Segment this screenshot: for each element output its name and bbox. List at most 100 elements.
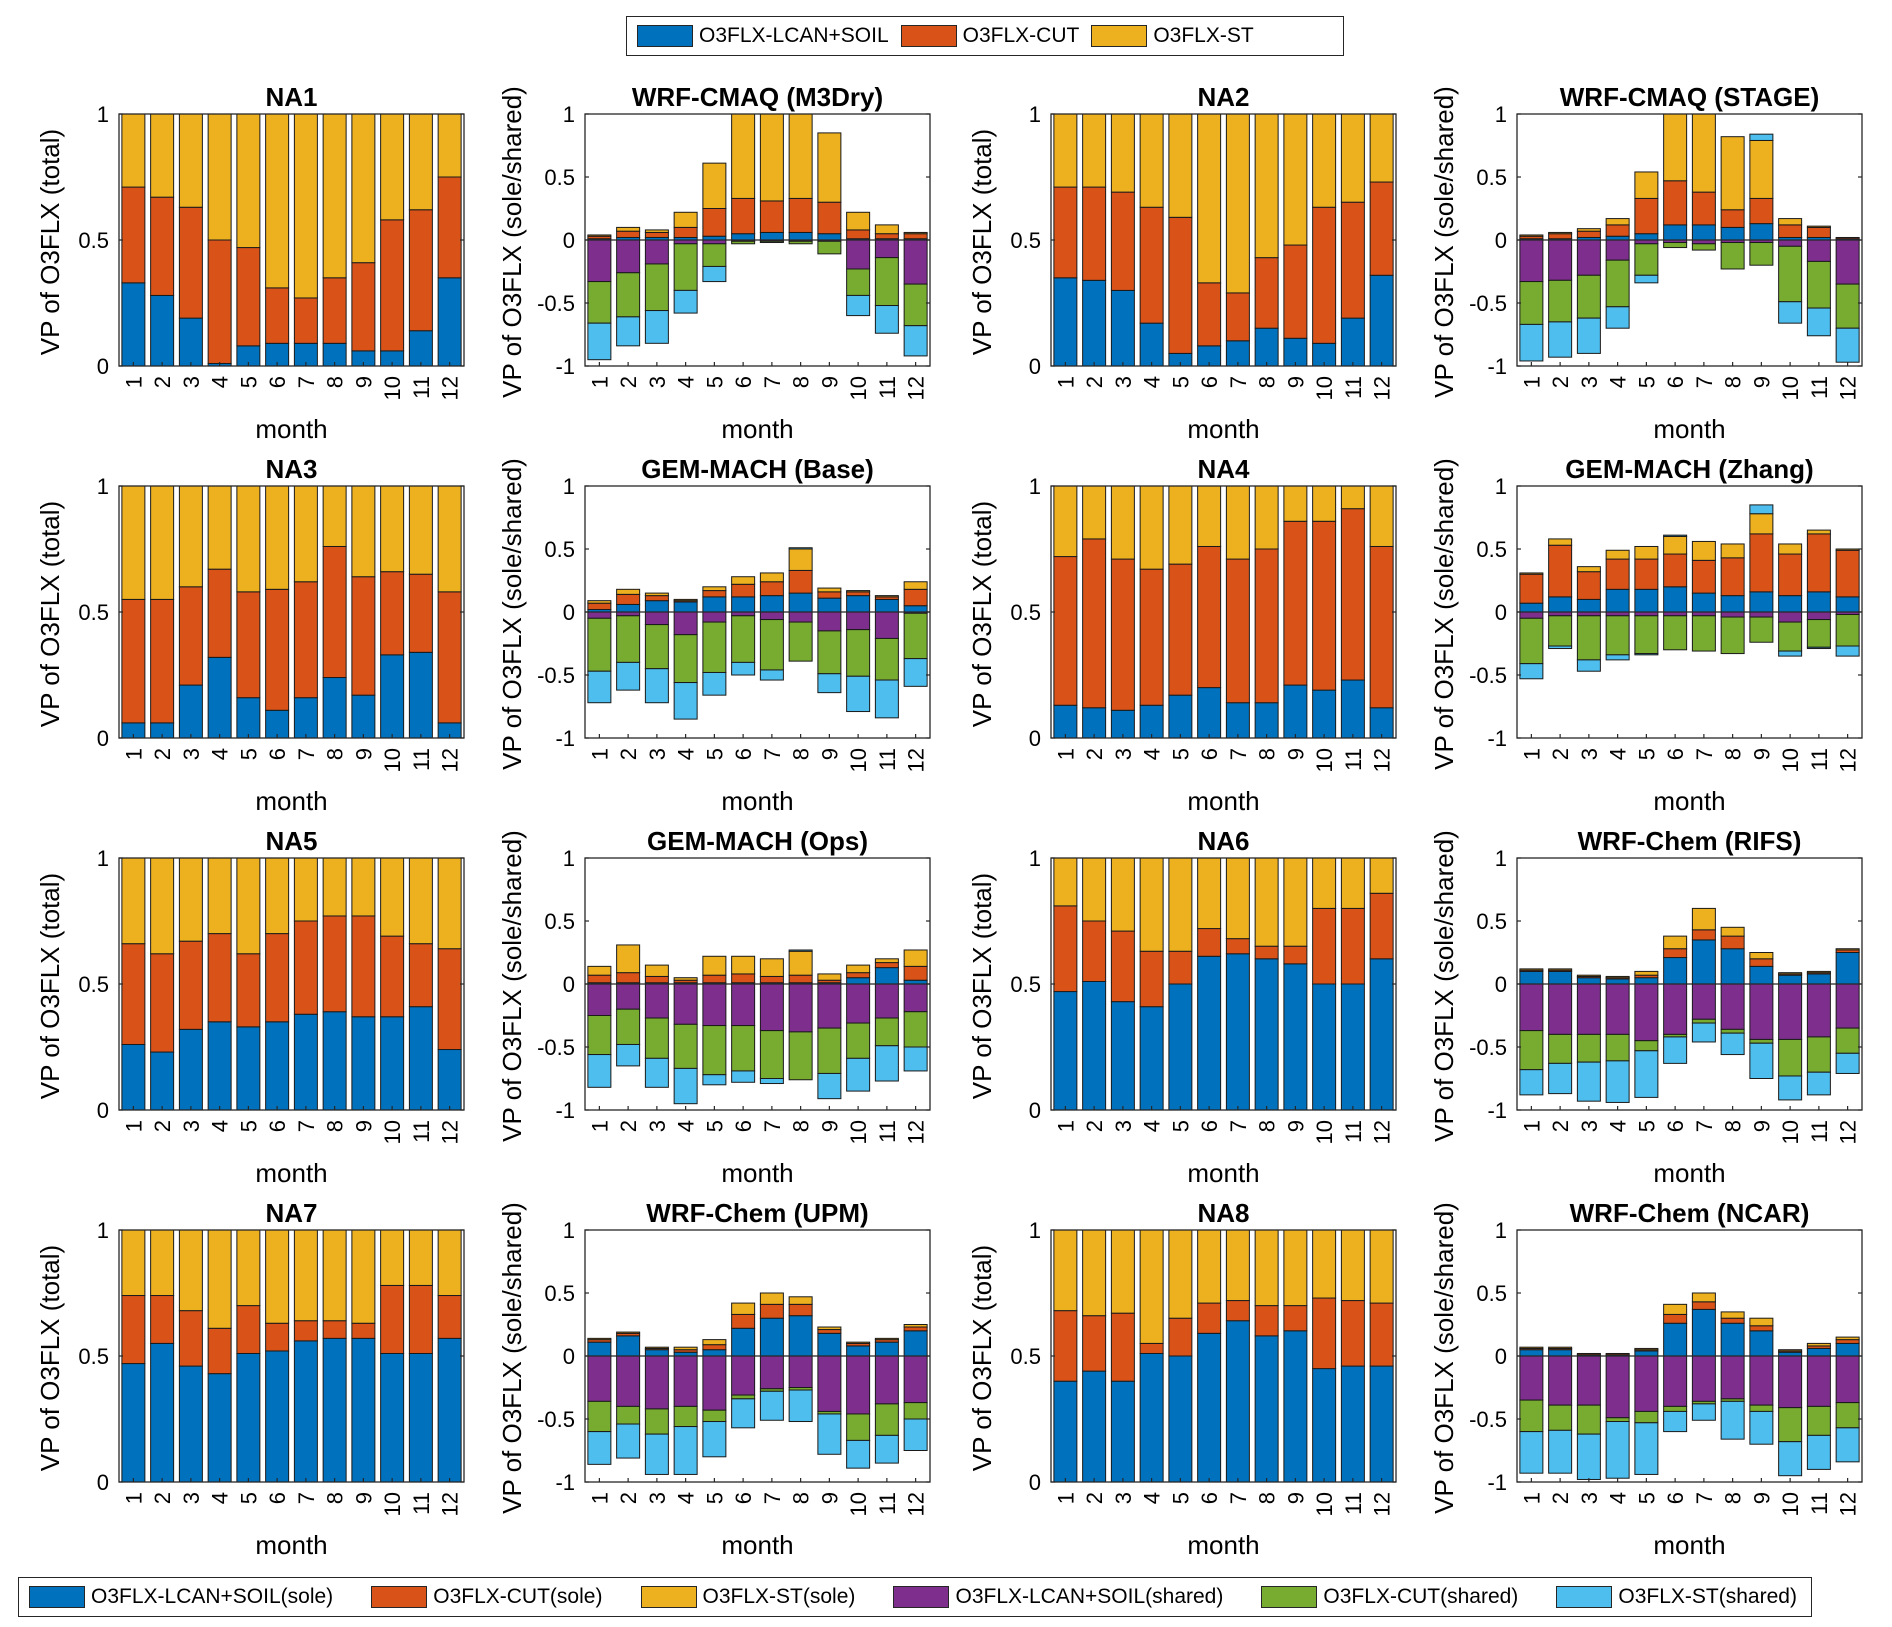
x-tick-label: 7 — [1226, 1492, 1251, 1504]
x-tick-label: 2 — [150, 1492, 175, 1504]
bar-segment — [1634, 545, 1659, 560]
y-tick-label: 0 — [563, 972, 575, 997]
bar-segment — [1835, 1355, 1860, 1404]
x-tick-label: 4 — [208, 1492, 233, 1504]
bar-segment — [1720, 1028, 1745, 1034]
bar-segment — [1168, 1229, 1193, 1319]
x-tick-label: 1 — [1519, 376, 1544, 388]
bar-segment — [731, 1398, 756, 1429]
chart-title: NA8 — [1197, 1198, 1249, 1228]
x-tick-label: 10 — [1312, 376, 1337, 400]
x-tick-label: 8 — [789, 1120, 814, 1132]
bar-segment — [1778, 218, 1803, 226]
bar-segment — [236, 953, 261, 1028]
bar-segment — [1835, 1027, 1860, 1054]
x-axis-label: month — [1187, 414, 1259, 444]
bar-segment — [1082, 707, 1107, 739]
bar-segment — [1806, 1071, 1831, 1096]
bar-segment — [293, 1229, 318, 1322]
x-tick-label: 5 — [1634, 1120, 1659, 1132]
bar-segment — [1053, 1380, 1078, 1483]
bar-segment — [1691, 983, 1716, 1020]
bar-segment — [1806, 591, 1831, 613]
bar-segment — [731, 1313, 756, 1329]
x-tick-label: 5 — [702, 748, 727, 760]
y-tick-label: -0.5 — [537, 1407, 575, 1432]
bar-segment — [1720, 209, 1745, 228]
bar-segment — [1340, 508, 1365, 681]
bar-segment — [903, 658, 928, 687]
bar-segment — [1576, 228, 1601, 232]
bar-segment — [1778, 1075, 1803, 1101]
legend-label: O3FLX-ST(sole) — [702, 1585, 856, 1608]
bar-segment — [1634, 615, 1659, 655]
bar-segment — [1576, 983, 1601, 1035]
bar-segment — [265, 709, 290, 739]
x-tick-label: 6 — [731, 1120, 756, 1132]
x-tick-label: 6 — [265, 1492, 290, 1504]
y-tick-label: 0 — [1495, 228, 1507, 253]
bar-segment — [644, 600, 669, 613]
bar-segment — [178, 113, 203, 208]
bar-segment — [817, 973, 842, 981]
plot-area — [1051, 1230, 1396, 1482]
bar-segment — [178, 1028, 203, 1111]
bar-segment — [1720, 1400, 1745, 1440]
bar-segment — [1806, 619, 1831, 648]
bar-segment — [1576, 1352, 1601, 1356]
bar-segment — [1197, 1332, 1222, 1483]
x-tick-label: 2 — [1548, 376, 1573, 388]
bar-segment — [874, 679, 899, 719]
bar-segment — [1110, 1312, 1135, 1382]
bar-segment — [1720, 557, 1745, 597]
bar-segment — [1691, 1301, 1716, 1310]
bar-segment — [322, 485, 347, 547]
bar-segment — [1519, 617, 1544, 665]
bar-segment — [874, 1341, 899, 1357]
bar-segment — [322, 545, 347, 679]
x-tick-label: 9 — [351, 1492, 376, 1504]
bar-segment — [616, 1405, 641, 1425]
x-tick-label: 6 — [1663, 748, 1688, 760]
bar-segment — [178, 206, 203, 319]
bar-segment — [1778, 1407, 1803, 1443]
legend-swatch — [1261, 1586, 1318, 1608]
bar-segment — [731, 1025, 756, 1072]
bar-segment — [731, 1070, 756, 1083]
bar-segment — [1283, 1305, 1308, 1332]
y-tick-label: 0 — [563, 228, 575, 253]
bar-segment — [587, 1054, 612, 1088]
y-tick-label: 0 — [1495, 972, 1507, 997]
bar-segment — [1225, 953, 1250, 1111]
bar-segment — [1835, 548, 1860, 551]
x-tick-label: 4 — [1606, 376, 1631, 388]
y-tick-label: 0 — [97, 1098, 109, 1123]
bar-segment — [1749, 1317, 1774, 1327]
bar-segment — [1749, 1355, 1774, 1406]
bar-segment — [150, 196, 175, 296]
bar-segment — [759, 1030, 784, 1079]
x-tick-label: 11 — [875, 748, 900, 771]
bar-segment — [408, 113, 433, 211]
bar-segment — [121, 857, 146, 945]
bar-segment — [759, 619, 784, 671]
bar-segment — [1254, 945, 1279, 960]
bar-segment — [1576, 571, 1601, 600]
x-tick-label: 5 — [1168, 1120, 1193, 1132]
bar-segment — [1548, 233, 1573, 240]
bar-segment — [1778, 553, 1803, 597]
bar-segment — [616, 1331, 641, 1334]
bar-segment — [1778, 650, 1803, 657]
y-axis-label: VP of O3FLX (total) — [967, 1245, 997, 1471]
bar-segment — [1663, 224, 1688, 241]
bar-segment — [293, 1320, 318, 1342]
bar-segment — [644, 611, 669, 626]
bar-segment — [1605, 1060, 1630, 1103]
x-tick-label: 10 — [1312, 748, 1337, 772]
bar-segment — [1254, 1229, 1279, 1307]
bar-segment — [702, 983, 727, 1027]
bar-segment — [121, 1363, 146, 1483]
bar-segment — [1197, 1302, 1222, 1334]
bar-segment — [1720, 926, 1745, 937]
